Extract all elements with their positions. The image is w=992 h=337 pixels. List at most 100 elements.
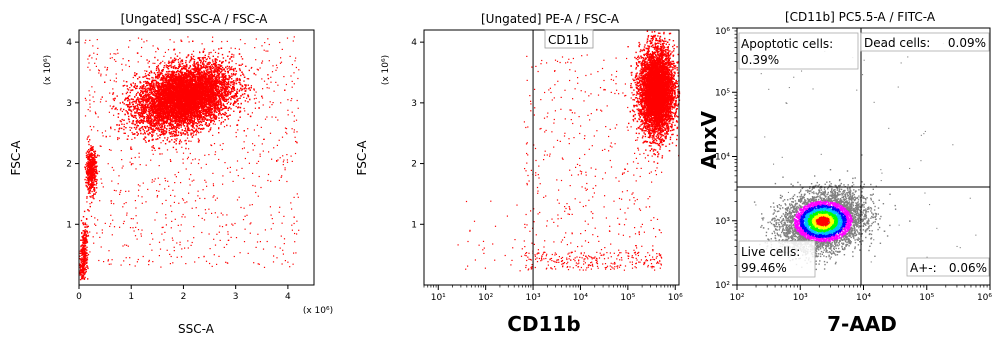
event-point <box>171 76 173 78</box>
event-point <box>127 135 129 137</box>
event-point <box>193 71 195 74</box>
event-point <box>204 117 206 119</box>
event-point <box>237 98 239 100</box>
event-point <box>135 114 137 117</box>
event-point <box>224 98 226 101</box>
event-point <box>222 113 224 115</box>
event-point <box>185 147 187 150</box>
event-point <box>198 70 201 72</box>
event-point <box>170 63 173 65</box>
event-point <box>156 125 159 127</box>
event-point <box>183 78 186 80</box>
event-point <box>134 137 136 139</box>
event-point <box>208 130 210 133</box>
event-point <box>215 61 217 64</box>
event-point <box>151 84 153 87</box>
event-point <box>206 112 208 115</box>
event-point <box>168 62 170 64</box>
event-point <box>222 57 225 59</box>
event-point <box>121 93 124 95</box>
event-point <box>230 102 232 104</box>
event-point <box>207 66 209 68</box>
event-point <box>156 66 158 68</box>
event-point <box>239 89 241 91</box>
event-point <box>217 100 219 102</box>
event-point <box>154 90 156 92</box>
event-point <box>172 121 174 123</box>
event-point <box>195 69 197 71</box>
event-point <box>132 105 135 108</box>
event-point <box>151 131 153 133</box>
event-point <box>174 67 177 70</box>
event-point <box>227 115 229 117</box>
event-point <box>134 108 136 110</box>
event-point <box>185 60 187 62</box>
event-point <box>153 147 155 149</box>
event-point <box>211 117 213 119</box>
event-point <box>180 86 183 88</box>
event-point <box>226 65 229 68</box>
event-point <box>135 117 137 119</box>
event-point <box>130 110 132 113</box>
event-point <box>138 87 141 90</box>
event-point <box>238 90 240 92</box>
event-point <box>132 100 134 103</box>
event-point <box>203 111 205 113</box>
event-point <box>223 100 226 102</box>
event-point <box>142 101 144 103</box>
event-point <box>233 94 235 97</box>
event-point <box>143 105 145 107</box>
event-point <box>112 98 115 100</box>
event-point <box>222 121 225 123</box>
event-point <box>216 66 219 68</box>
event-point <box>225 100 227 102</box>
event-point <box>203 118 206 120</box>
event-point <box>222 103 224 105</box>
event-point <box>206 72 209 74</box>
event-point <box>221 75 223 78</box>
event-point <box>155 79 157 82</box>
event-point <box>165 64 167 66</box>
event-point <box>214 111 216 113</box>
event-point <box>176 138 178 140</box>
event-point <box>134 84 136 87</box>
event-point <box>226 70 229 73</box>
event-point <box>197 118 200 121</box>
event-point <box>228 97 231 99</box>
event-point <box>245 65 247 67</box>
event-point <box>163 125 166 128</box>
event-point <box>230 84 232 86</box>
event-point <box>192 78 195 81</box>
event-point <box>132 120 135 122</box>
event-point <box>151 83 153 85</box>
event-point <box>183 133 185 135</box>
event-point <box>172 65 174 68</box>
event-point <box>140 106 142 109</box>
event-point <box>117 137 119 139</box>
event-point <box>224 107 226 109</box>
event-point <box>148 66 150 68</box>
event-point <box>123 132 125 134</box>
event-point <box>218 69 220 71</box>
event-point <box>207 112 210 114</box>
event-point <box>146 70 148 72</box>
event-point <box>138 128 141 130</box>
event-point <box>204 57 206 59</box>
event-point <box>195 134 197 136</box>
event-point <box>218 72 221 75</box>
event-point <box>172 132 175 135</box>
event-point <box>193 117 195 120</box>
event-point <box>209 115 211 118</box>
event-point <box>172 67 175 69</box>
event-point <box>136 87 138 89</box>
event-point <box>181 133 183 135</box>
event-point <box>235 80 237 82</box>
event-point <box>160 120 163 122</box>
event-point <box>153 117 155 119</box>
event-point <box>205 58 208 61</box>
event-point <box>227 118 230 120</box>
event-point <box>178 71 180 73</box>
event-point <box>209 111 211 113</box>
event-point <box>95 112 97 115</box>
